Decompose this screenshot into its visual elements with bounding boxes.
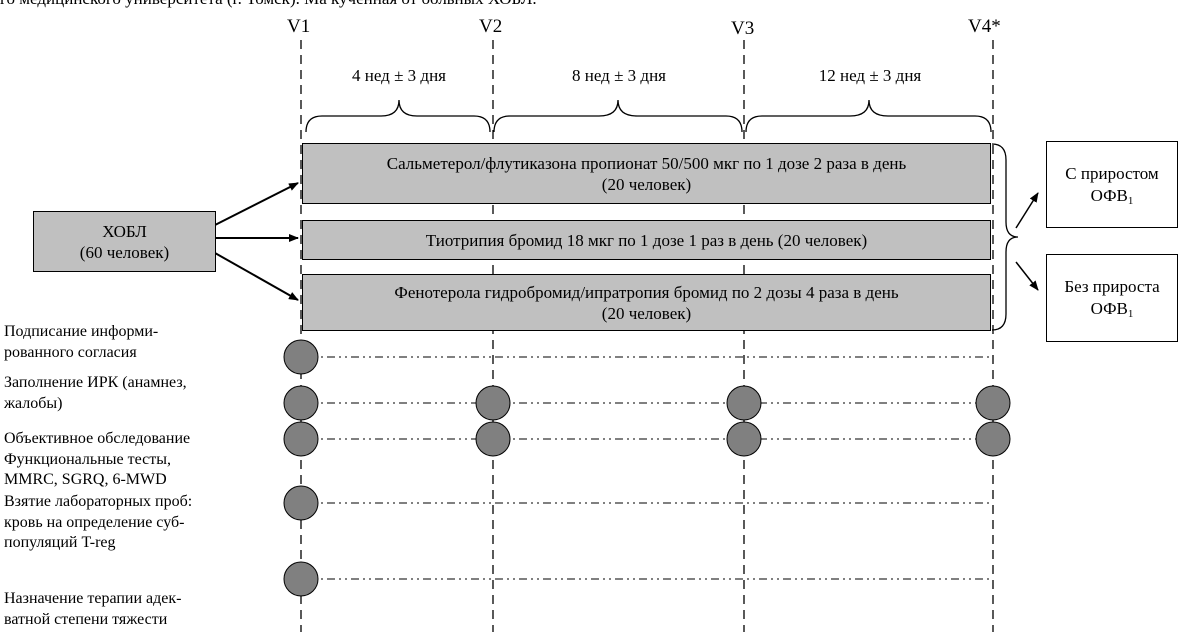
visit-marker-p2-v4 (975, 385, 1011, 421)
visit-marker-p3-v2 (475, 421, 511, 457)
visit-label-v4: V4* (968, 16, 1001, 37)
visit-marker-p2-v3 (726, 385, 762, 421)
therapy-1-line1: Сальметерол/флутиказона пропионат 50/500… (386, 153, 907, 173)
procedure-label-2: Заполнение ИРК (анамнез, жалобы) (4, 373, 272, 414)
therapy-3-line1: Фенотерола гидробромид/ипратропия бромид… (394, 282, 899, 302)
visit-marker-p3-v1 (283, 421, 319, 457)
procedure-2-line-2: жалобы) (4, 394, 63, 412)
copd-group-box: ХОБЛ (60 человек) (33, 211, 216, 272)
arrow-to-therapy-1 (214, 182, 299, 226)
procedure-4-line-2: кровь на определение суб- (4, 513, 185, 531)
duration-label-3: 12 нед ± 3 дня (818, 66, 922, 85)
duration-label-2: 8 нед ± 3 дня (572, 66, 666, 85)
outcome-1-line2: ОФВ1 (1091, 185, 1134, 207)
therapy-box-3: Фенотерола гидробромид/ипратропия бромид… (302, 274, 991, 331)
procedure-1-line-1: Подписание информи- (4, 323, 159, 340)
copd-title: ХОБЛ (102, 221, 147, 241)
procedure-2-line-1: Заполнение ИРК (анамнез, (4, 374, 187, 391)
procedure-4-line-3: популяций T-reg (4, 534, 116, 551)
brace-period-3 (745, 99, 992, 133)
procedure-label-3: Объективное обследование Функциональные … (4, 429, 272, 491)
therapy-3-line2: (20 человек) (601, 303, 692, 323)
visit-marker-p1-v1 (283, 339, 319, 375)
procedure-1-line-2: рованного согласия (4, 343, 137, 361)
therapy-1-line2: (20 человек) (601, 174, 692, 194)
procedure-label-5: Назначение терапии адек- ватной степени … (4, 589, 272, 630)
arrow-to-outcome-1 (1015, 192, 1039, 229)
procedure-5-line-2: ватной степени тяжести (4, 610, 168, 628)
outcome-1-fev-sub: 1 (1127, 194, 1134, 207)
arrow-to-outcome-2 (1015, 261, 1039, 291)
arrow-to-therapy-3 (214, 252, 299, 301)
outcome-box-without-gain: Без прироста ОФВ1 (1046, 254, 1178, 342)
outcome-2-line2: ОФВ1 (1091, 298, 1134, 320)
visit-label-v3: V3 (731, 18, 755, 39)
outcome-2-fev: ОФВ (1090, 299, 1128, 318)
procedure-markers (283, 339, 1011, 597)
visit-marker-p2-v1 (283, 385, 319, 421)
procedure-label-1: Подписание информи- рованного согласия (4, 322, 272, 363)
visit-marker-p3-v3 (726, 421, 762, 457)
procedure-3-line-3: MMRC, SGRQ, 6-MWD (4, 471, 167, 488)
duration-label-1: 4 нед ± 3 дня (352, 66, 446, 85)
procedure-3-line-1: Объективное обследование (4, 430, 191, 447)
visit-marker-p2-v2 (475, 385, 511, 421)
outcome-2-line1: Без прироста (1064, 277, 1160, 296)
outcome-1-line1: С приростом (1065, 163, 1159, 183)
therapy-box-1: Сальметерол/флутиказона пропионат 50/500… (302, 143, 991, 204)
outcome-box-with-gain: С приростом ОФВ1 (1046, 141, 1178, 228)
therapy-box-2: Тиотрипия бромид 18 мкг по 1 дозе 1 раз … (302, 220, 991, 260)
procedure-5-line-1: Назначение терапии адек- (4, 590, 182, 607)
copd-count: (60 человек) (79, 242, 170, 262)
therapy-2-line1: Тиотрипия бромид 18 мкг по 1 дозе 1 раз … (425, 230, 868, 250)
visit-marker-p5-v1 (283, 561, 319, 597)
visit-label-v2: V2 (479, 16, 503, 37)
brace-therapy-groups (991, 143, 1019, 331)
brace-period-2 (493, 99, 743, 133)
cut-off-header-text: го медицинского университета (г. Томск).… (0, 0, 1178, 8)
procedure-3-line-2: Функциональные тесты, (4, 450, 171, 468)
outcome-2-fev-sub: 1 (1127, 308, 1134, 320)
procedure-label-4: Взятие лабораторных проб: кровь на опред… (4, 492, 272, 554)
visit-marker-p4-v1 (283, 485, 319, 521)
outcome-1-fev: ОФВ (1090, 185, 1128, 205)
brace-period-1 (305, 99, 491, 133)
procedure-4-line-1: Взятие лабораторных проб: (4, 493, 193, 510)
visit-label-v1: V1 (287, 16, 311, 37)
visit-marker-p3-v4 (975, 421, 1011, 457)
